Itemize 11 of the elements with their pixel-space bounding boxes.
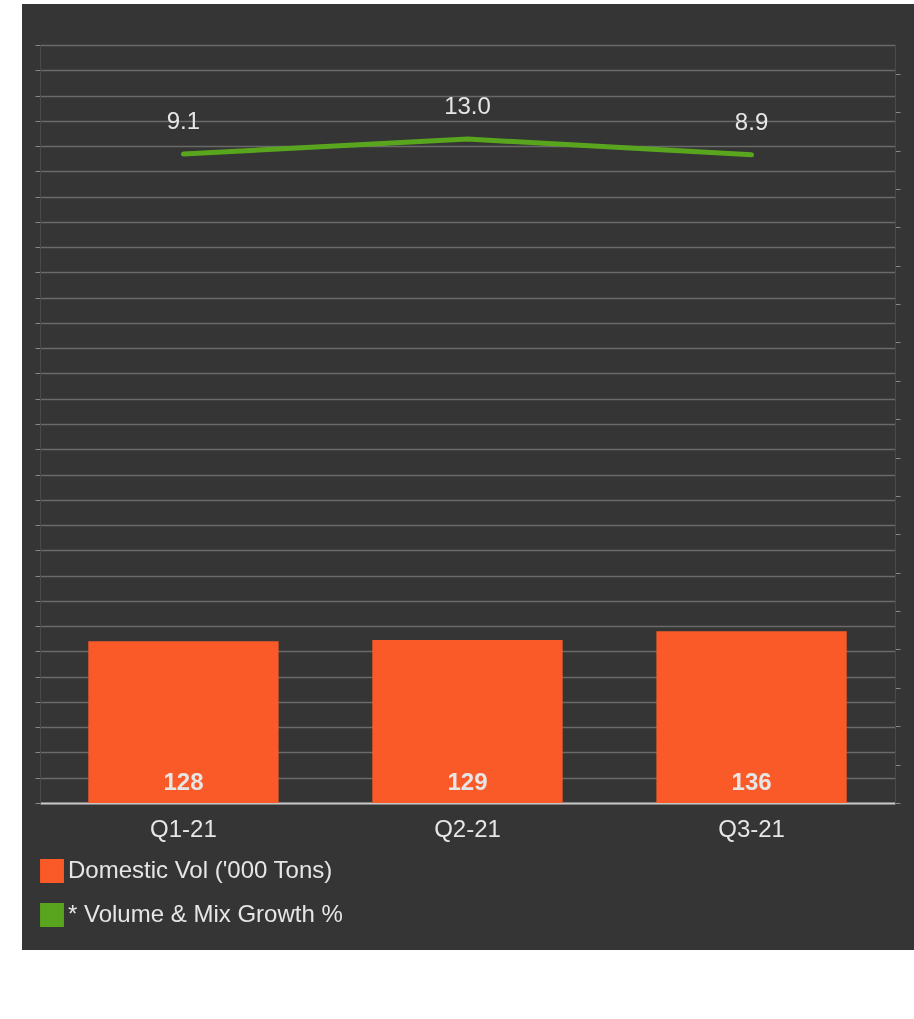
data-label: 129	[447, 768, 488, 795]
legend-label: Domestic Vol ('000 Tons)	[68, 856, 333, 883]
x-tick-label: Q3-21	[718, 814, 785, 842]
x-tick-label: Q2-21	[434, 814, 501, 842]
data-label: 136	[731, 768, 772, 795]
data-label: 8.9	[734, 107, 769, 135]
data-label: 9.1	[166, 107, 201, 134]
legend-label: * Volume & Mix Growth %	[68, 900, 343, 927]
data-label: 128	[163, 768, 204, 795]
x-tick-label: Q1-21	[150, 814, 217, 842]
data-label: 13.0	[444, 92, 491, 120]
